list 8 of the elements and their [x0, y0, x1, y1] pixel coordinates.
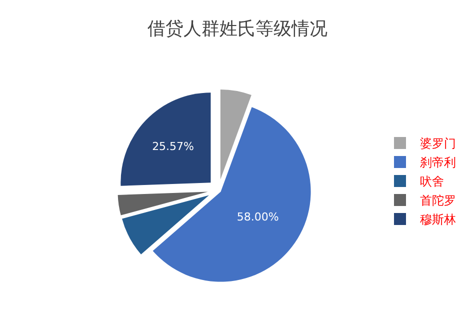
legend-label: 刹帝利: [420, 156, 456, 170]
data-label: 58.00%: [236, 210, 279, 224]
chart-title: 借贷人群姓氏等级情况: [148, 18, 328, 40]
legend-label: 婆罗门: [420, 136, 456, 151]
legend-label: 首陀罗: [420, 194, 456, 208]
legend-label: 穆斯林: [420, 212, 456, 227]
data-label: 25.57%: [152, 140, 194, 153]
legend-label: 吠舍: [420, 174, 444, 189]
